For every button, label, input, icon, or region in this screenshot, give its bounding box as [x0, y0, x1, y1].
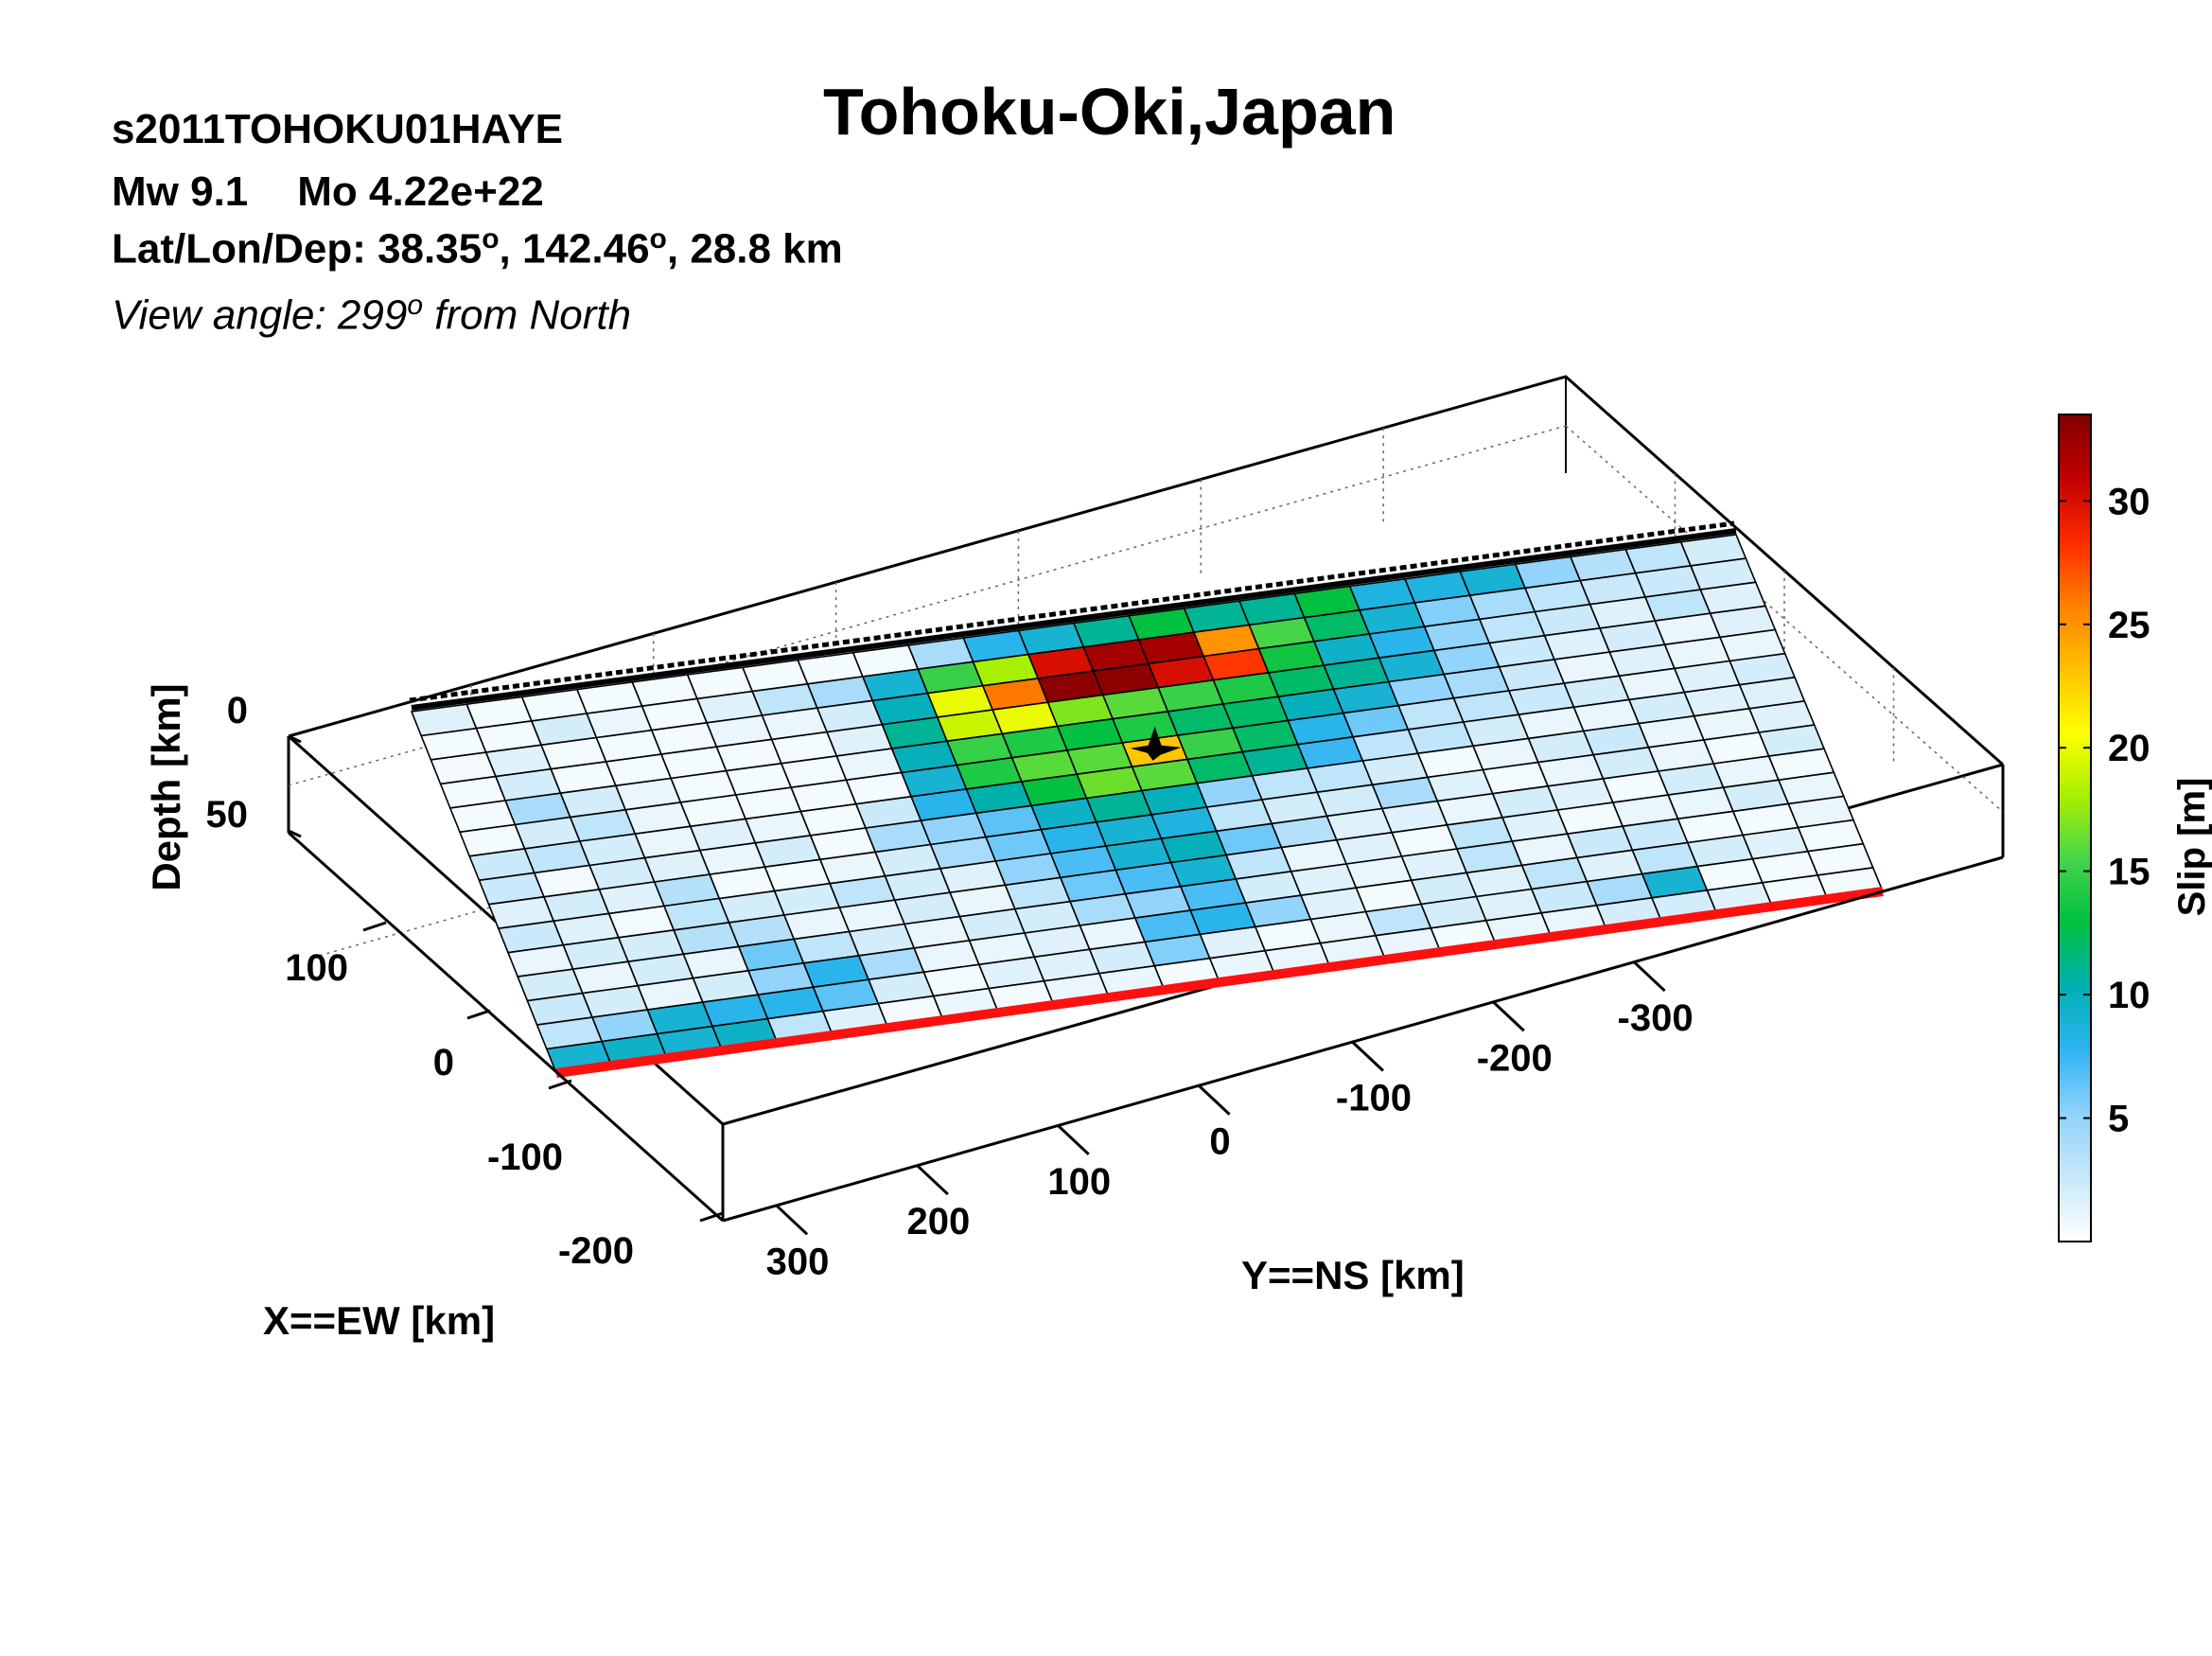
y-tick-label: -300	[1618, 997, 1694, 1039]
loc-prefix: Lat/Lon/Dep: 38.35	[112, 225, 483, 273]
loc-suffix: , 28.8 km	[666, 225, 843, 273]
lat-degree-mark: o	[482, 223, 500, 255]
y-tick-label: 0	[1209, 1121, 1230, 1163]
x-tick-label: 0	[433, 1042, 454, 1083]
depth-tick-label: 0	[227, 690, 248, 731]
colorbar-tick-label: 15	[2108, 852, 2151, 893]
slip-grid	[410, 534, 1885, 1074]
colorbar-tick-label: 30	[2108, 481, 2151, 522]
event-id: s2011TOHOKU01HAYE	[112, 106, 563, 152]
mw-label: Mw 9.1	[112, 168, 249, 215]
plot-box-front	[288, 831, 2004, 1223]
hypocenter-star	[1130, 726, 1182, 761]
colorbar-tick-label: 20	[2108, 728, 2151, 769]
y-axis-label: Y==NS [km]	[1241, 1253, 1465, 1297]
y-tick-label: 100	[1047, 1161, 1111, 1203]
location-line: Lat/Lon/Dep: 38.35o, 142.46o, 28.8 km	[112, 223, 843, 273]
colorbar-tick-label: 5	[2108, 1099, 2129, 1140]
colorbar-label: Slip [m]	[2171, 778, 2212, 917]
fault-top-edge	[411, 528, 1737, 711]
view-prefix: View angle: 299	[112, 291, 408, 339]
x-tick-label: -200	[558, 1230, 634, 1272]
depth-tick-label: 50	[206, 794, 249, 836]
colorbar-bar	[2058, 414, 2092, 1242]
depth-axis-label: Depth [km]	[144, 683, 188, 890]
colorbar-tick-label: 10	[2108, 975, 2151, 1016]
view-degree-mark: o	[407, 290, 424, 321]
magnitude-line: Mw 9.1 Mo 4.22e+22	[112, 168, 544, 216]
mo-label: Mo 4.22e+22	[297, 168, 544, 215]
y-tick-label: -100	[1336, 1078, 1412, 1119]
axis-ticks: 0 50 -200 -100 0 100 300 200 100 0 -100 -200 -300	[206, 690, 1694, 1282]
y-tick-label: 300	[766, 1241, 830, 1282]
colorbar-tick-label: 25	[2108, 605, 2151, 646]
colorbar: 5 10 15 20 25 30	[2058, 414, 2151, 1242]
fault-edges	[409, 520, 1884, 1078]
y-tick-label: 200	[907, 1201, 971, 1242]
lon-degree-mark: o	[649, 223, 667, 255]
view-angle-line: View angle: 299o from North	[112, 290, 631, 340]
chart-title: Tohoku-Oki,Japan	[823, 75, 1396, 149]
x-tick-label: 100	[285, 947, 348, 989]
loc-mid: , 142.46	[499, 225, 650, 273]
y-tick-label: -200	[1477, 1037, 1553, 1079]
fault-top-edge-dashed	[409, 520, 1735, 703]
x-axis-label: X==EW [km]	[263, 1298, 495, 1343]
view-suffix: from North	[423, 291, 632, 339]
x-tick-label: -100	[487, 1136, 563, 1178]
fault-bottom-edge	[555, 887, 1884, 1078]
